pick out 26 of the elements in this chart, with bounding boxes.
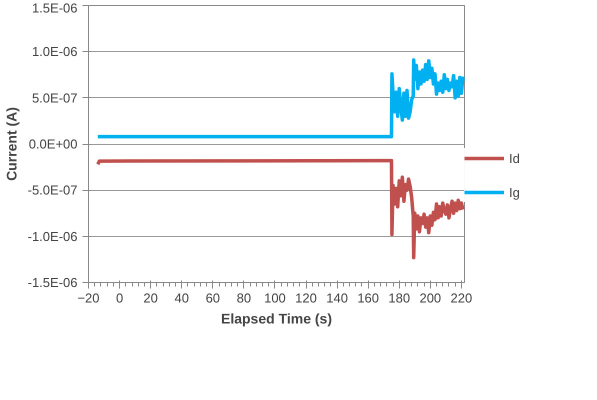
x-tick-label: 80 [236,290,252,306]
x-tick-label: 20 [143,290,158,306]
legend-label: Ig [509,184,521,200]
y-tick-label: 5.0E-07 [32,90,78,106]
y-tick-label: 0.0E+00 [28,136,78,152]
x-tick-label: 0 [116,290,124,306]
x-tick-label: 60 [206,290,220,306]
y-tick-label: -1.0E-06 [28,228,78,244]
y-tick-label: 1.5E-06 [32,0,78,16]
x-tick-label: 100 [264,290,286,306]
x-tick-label: 220 [450,290,472,306]
y-axis-title: Current (A) [4,107,20,181]
legend-label: Id [509,150,521,166]
x-tick-label: 120 [295,290,317,306]
x-tick-label: 200 [419,290,442,306]
line-series [96,158,464,260]
x-tick-label: 40 [174,290,189,306]
y-tick-label: 1.0E-06 [32,44,78,60]
y-tick-label: -5.0E-07 [28,182,78,198]
x-tick-label: 140 [326,290,348,306]
x-tick-label: 160 [357,290,380,306]
x-axis-title: Elapsed Time (s) [221,310,332,326]
x-tick-label: 180 [388,290,410,306]
line-series [96,58,464,138]
y-tick-label: -1.5E-06 [28,275,78,290]
x-tick-label: −20 [77,290,100,306]
